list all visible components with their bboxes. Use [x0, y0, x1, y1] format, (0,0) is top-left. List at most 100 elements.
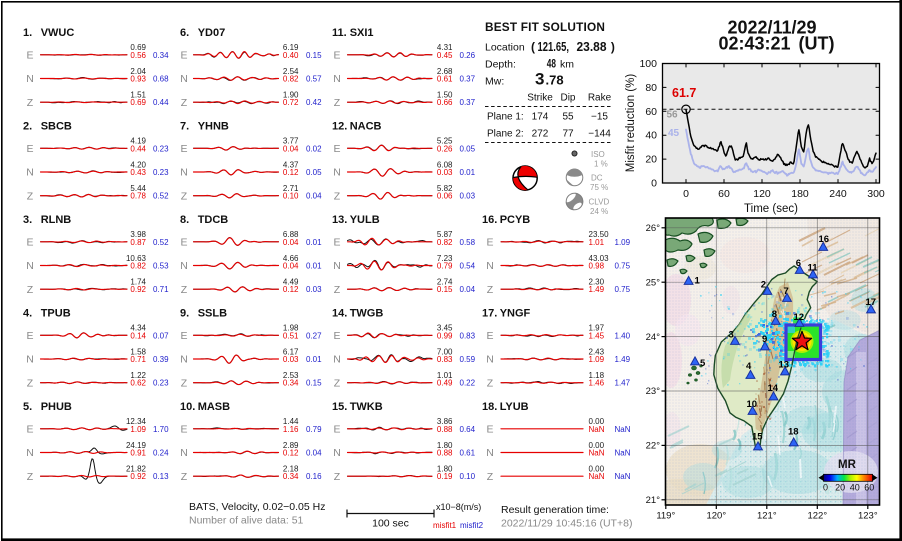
svg-text:E: E	[333, 237, 340, 249]
svg-text:1.90: 1.90	[283, 91, 299, 100]
svg-text:2.74: 2.74	[437, 278, 453, 287]
svg-text:0.01: 0.01	[460, 168, 476, 177]
svg-text:E: E	[26, 143, 33, 155]
svg-text:E: E	[333, 143, 340, 155]
svg-text:0.68: 0.68	[153, 75, 169, 84]
svg-text:ISO: ISO	[591, 150, 605, 159]
svg-text:3.77: 3.77	[283, 137, 299, 146]
svg-text:N: N	[26, 73, 34, 85]
svg-text:E: E	[180, 143, 187, 155]
svg-text:YD07: YD07	[198, 27, 226, 39]
svg-text:122°: 122°	[807, 511, 827, 522]
svg-text:0.05: 0.05	[460, 144, 476, 153]
svg-text:75 %: 75 %	[590, 183, 608, 192]
svg-text:0.42: 0.42	[306, 98, 322, 107]
svg-text:2.43: 2.43	[589, 347, 605, 356]
svg-text:0.13: 0.13	[153, 472, 169, 481]
svg-text:60: 60	[718, 188, 730, 200]
svg-text:N: N	[333, 354, 341, 366]
svg-text:1.49: 1.49	[615, 355, 631, 364]
svg-text:0.34: 0.34	[283, 472, 299, 481]
svg-text:E: E	[486, 330, 493, 342]
svg-text:Time (sec): Time (sec)	[744, 203, 798, 215]
svg-text:Result generation time:: Result generation time:	[501, 504, 609, 516]
svg-text:0.10: 0.10	[460, 472, 476, 481]
svg-text:SSLB: SSLB	[198, 308, 227, 320]
svg-text:N: N	[486, 354, 494, 366]
svg-text:24°: 24°	[646, 332, 661, 343]
svg-text:0.26: 0.26	[437, 144, 453, 153]
svg-text:1.: 1.	[23, 27, 32, 39]
svg-text:0.82: 0.82	[283, 75, 299, 84]
svg-text:4.31: 4.31	[437, 43, 453, 52]
svg-text:1: 1	[695, 276, 701, 287]
svg-text:80: 80	[645, 82, 657, 94]
svg-text:N: N	[333, 447, 341, 459]
svg-text:13.: 13.	[332, 214, 347, 226]
svg-text:0.10: 0.10	[283, 192, 299, 201]
svg-text:0.40: 0.40	[283, 51, 299, 60]
svg-text:40: 40	[850, 483, 860, 493]
svg-text:0.79: 0.79	[437, 262, 453, 271]
svg-text:0.19: 0.19	[437, 472, 453, 481]
svg-text:123°: 123°	[858, 511, 878, 522]
svg-text:0.00: 0.00	[589, 465, 605, 474]
svg-text:24 %: 24 %	[590, 207, 608, 216]
svg-text:0.37: 0.37	[460, 98, 476, 107]
svg-text:10.: 10.	[180, 401, 195, 413]
svg-text:Plane 2:: Plane 2:	[487, 129, 524, 140]
svg-text:2022/11/29 10:45:16 (UT+8): 2022/11/29 10:45:16 (UT+8)	[501, 518, 632, 530]
svg-text:0.06: 0.06	[437, 192, 453, 201]
svg-text:3.98: 3.98	[130, 230, 146, 239]
svg-text:1.46: 1.46	[589, 379, 605, 388]
svg-text:7.00: 7.00	[437, 347, 453, 356]
svg-text:E: E	[180, 330, 187, 342]
svg-text:YULB: YULB	[350, 214, 380, 226]
svg-text:0.22: 0.22	[460, 379, 476, 388]
svg-text:10: 10	[747, 399, 758, 410]
svg-text:4.66: 4.66	[283, 254, 299, 263]
svg-text:E: E	[26, 424, 33, 436]
svg-text:0.04: 0.04	[306, 449, 322, 458]
svg-text:17.: 17.	[482, 308, 497, 320]
svg-text:8.: 8.	[180, 214, 189, 226]
svg-text:20: 20	[835, 483, 845, 493]
svg-text:1.50: 1.50	[437, 91, 453, 100]
svg-text:(: (	[531, 40, 535, 54]
svg-text:12: 12	[794, 312, 805, 323]
svg-text:NaN: NaN	[615, 425, 631, 434]
svg-text:0.58: 0.58	[460, 238, 476, 247]
svg-text:Z: Z	[334, 377, 341, 389]
svg-text:25°: 25°	[646, 277, 661, 288]
svg-text:2.: 2.	[23, 121, 32, 133]
svg-text:0.01: 0.01	[306, 262, 322, 271]
svg-text:1.01: 1.01	[589, 238, 605, 247]
svg-text:YHNB: YHNB	[198, 121, 229, 133]
svg-text:Strike: Strike	[527, 93, 553, 104]
svg-text:23.50: 23.50	[589, 230, 610, 239]
svg-text:1.70: 1.70	[153, 425, 169, 434]
svg-text:0.43: 0.43	[130, 168, 146, 177]
svg-text:0.98: 0.98	[589, 262, 605, 271]
svg-text:N: N	[26, 167, 34, 179]
svg-text:N: N	[333, 73, 341, 85]
svg-text:DC: DC	[591, 174, 603, 183]
svg-text:8: 8	[772, 309, 777, 320]
svg-text:N: N	[180, 73, 188, 85]
svg-text:2022/11/29: 2022/11/29	[727, 18, 816, 38]
svg-text:Z: Z	[334, 284, 341, 296]
svg-text:9.: 9.	[180, 308, 189, 320]
svg-text:12.34: 12.34	[126, 417, 147, 426]
svg-text:0.04: 0.04	[306, 192, 322, 201]
svg-text:Location: Location	[485, 42, 525, 54]
svg-text:.78: .78	[546, 73, 564, 88]
svg-text:0.69: 0.69	[130, 43, 146, 52]
svg-text:Mw:: Mw:	[485, 76, 504, 88]
svg-text:N: N	[180, 447, 188, 459]
svg-text:TPUB: TPUB	[41, 308, 71, 320]
svg-text:(UT): (UT)	[799, 34, 835, 54]
svg-text:E: E	[180, 424, 187, 436]
svg-text:6: 6	[796, 258, 801, 269]
svg-text:0.69: 0.69	[130, 98, 146, 107]
svg-text:1.09: 1.09	[130, 425, 146, 434]
